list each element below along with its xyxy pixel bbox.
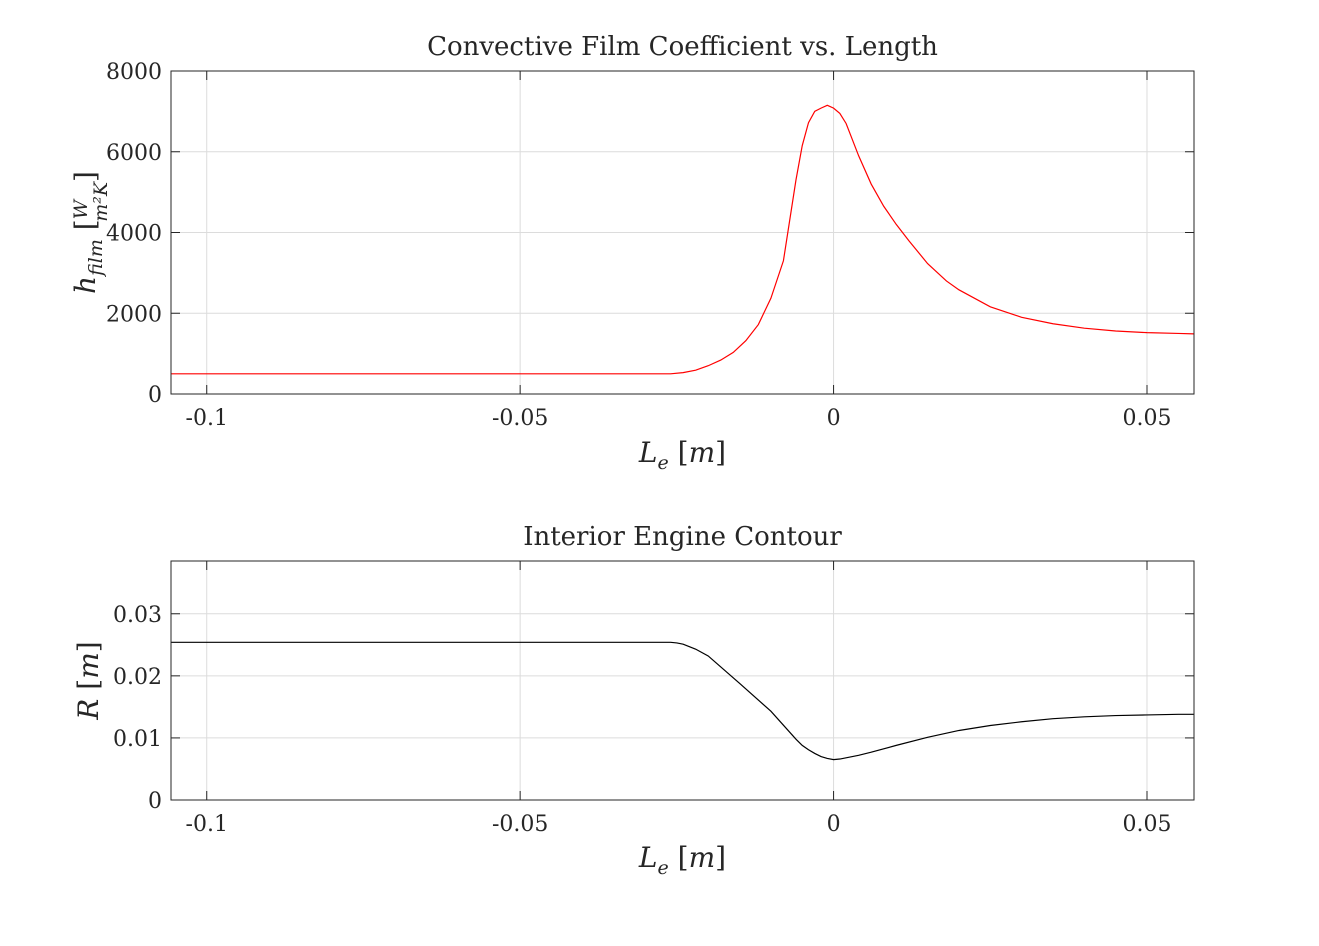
film-coefficient-plot: -0.1 -0.05 0 0.05 0 2000 4000 6000 8000 Convecti… [69, 32, 1195, 474]
film-coefficient-x-tick-label: -0.05 [492, 406, 548, 431]
film-coefficient-ticks: -0.1 -0.05 0 0.05 0 2000 4000 6000 8000 [106, 60, 1194, 431]
film-coefficient-y-tick-label: 2000 [106, 302, 162, 327]
engine-contour-x-tick-label: 0.05 [1122, 812, 1171, 837]
film-coefficient-x-tick-label: 0 [827, 406, 841, 431]
engine-contour-grid [171, 561, 1194, 801]
engine-contour-plot: -0.1 -0.05 0 0.05 0 0.01 0.02 0.03 Interior Eng… [72, 522, 1195, 879]
engine-contour-x-axis-label: Le [m] [638, 841, 726, 879]
engine-contour-y-tick-label: 0.03 [113, 603, 162, 628]
engine-contour-y-tick-label: 0.02 [113, 665, 162, 690]
engine-contour-x-tick-label: 0 [827, 812, 841, 837]
engine-contour-ticks: -0.1 -0.05 0 0.05 0 0.01 0.02 0.03 [113, 561, 1194, 837]
svg-text:R [m]: R [m] [72, 641, 105, 720]
film-coefficient-line [171, 104, 1195, 375]
film-coefficient-title: Convective Film Coefficient vs. Length [427, 32, 938, 62]
film-coefficient-x-axis-label: Le [m] [638, 436, 726, 474]
engine-contour-y-tick-label: 0 [148, 789, 162, 814]
film-coefficient-grid [171, 70, 1194, 395]
film-coefficient-y-tick-label: 6000 [106, 141, 162, 166]
engine-contour-x-tick-label: -0.1 [186, 812, 228, 837]
engine-contour-title: Interior Engine Contour [523, 522, 842, 552]
engine-contour-y-tick-label: 0.01 [113, 727, 162, 752]
film-coefficient-y-tick-label: 4000 [106, 222, 162, 247]
film-coefficient-x-tick-label: -0.1 [186, 406, 228, 431]
engine-contour-line [171, 641, 1194, 761]
engine-contour-axes-frame [170, 560, 1195, 801]
film-coefficient-y-tick-label: 0 [148, 383, 162, 408]
film-coefficient-y-tick-label: 8000 [106, 60, 162, 85]
engine-contour-y-axis-label: R [m] [72, 641, 105, 720]
engine-contour-x-tick-label: -0.05 [492, 812, 548, 837]
film-coefficient-x-tick-label: 0.05 [1122, 406, 1171, 431]
